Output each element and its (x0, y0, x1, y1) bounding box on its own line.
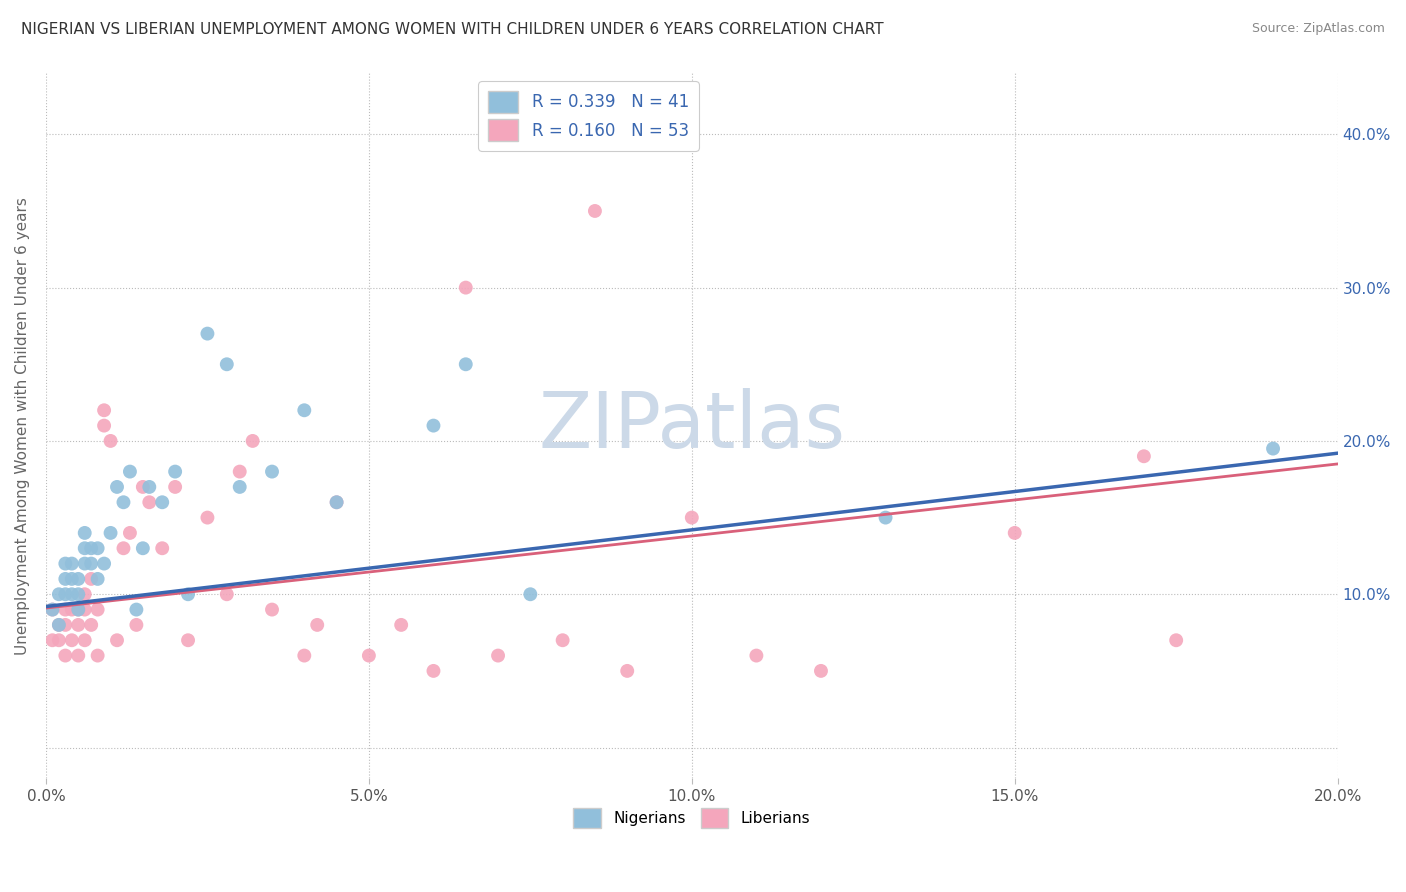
Point (48, 633, 70, 648)
Point (112, 541, 135, 556)
Point (875, 510, 897, 524)
Point (292, 403, 315, 417)
Point (73, 557, 96, 571)
Point (486, 648, 509, 663)
Point (228, 465, 250, 479)
Point (41, 633, 63, 648)
Point (48, 587, 70, 601)
Point (389, 618, 412, 632)
Point (260, 465, 283, 479)
Point (67, 572, 90, 586)
Point (357, 648, 380, 663)
Point (325, 495, 347, 509)
Point (93, 403, 115, 417)
Point (67, 602, 90, 616)
Point (165, 480, 187, 494)
Point (177, 633, 200, 648)
Point (53, 618, 76, 632)
Text: ZIPatlas: ZIPatlas (538, 388, 845, 464)
Point (1261, 442, 1284, 456)
Point (228, 480, 250, 494)
Point (118, 465, 141, 479)
Point (73, 633, 96, 648)
Point (53, 602, 76, 616)
Y-axis label: Unemployment Among Women with Children Under 6 years: Unemployment Among Women with Children U… (15, 196, 30, 655)
Point (53, 572, 76, 586)
Point (86, 648, 108, 663)
Point (41, 602, 63, 616)
Point (215, 587, 238, 601)
Point (138, 480, 160, 494)
Point (86, 572, 108, 586)
Point (67, 648, 90, 663)
Point (307, 618, 329, 632)
Point (73, 602, 96, 616)
Legend: Nigerians, Liberians: Nigerians, Liberians (567, 802, 817, 834)
Point (260, 602, 283, 616)
Point (48, 618, 70, 632)
Point (1004, 525, 1026, 540)
Point (53, 587, 76, 601)
Point (138, 495, 160, 509)
Point (125, 618, 148, 632)
Point (150, 541, 173, 556)
Point (125, 602, 148, 616)
Point (67, 602, 90, 616)
Point (73, 541, 96, 556)
Point (73, 587, 96, 601)
Point (60, 557, 83, 571)
Point (105, 633, 128, 648)
Point (215, 357, 238, 371)
Point (325, 495, 347, 509)
Point (67, 618, 90, 632)
Point (1133, 450, 1156, 464)
Point (73, 525, 96, 540)
Point (519, 587, 541, 601)
Point (551, 633, 574, 648)
Point (583, 204, 606, 219)
Point (80, 572, 103, 586)
Point (80, 557, 103, 571)
Point (86, 602, 108, 616)
Text: Source: ZipAtlas.com: Source: ZipAtlas.com (1251, 22, 1385, 36)
Point (197, 326, 219, 341)
Point (454, 357, 477, 371)
Point (60, 633, 83, 648)
Point (616, 664, 638, 678)
Point (48, 618, 70, 632)
Point (80, 618, 103, 632)
Point (100, 434, 122, 448)
Point (93, 557, 115, 571)
Point (41, 602, 63, 616)
Point (454, 280, 477, 294)
Point (292, 648, 315, 663)
Point (132, 480, 155, 494)
Point (53, 648, 76, 663)
Point (80, 541, 103, 556)
Text: NIGERIAN VS LIBERIAN UNEMPLOYMENT AMONG WOMEN WITH CHILDREN UNDER 6 YEARS CORREL: NIGERIAN VS LIBERIAN UNEMPLOYMENT AMONG … (21, 22, 884, 37)
Point (422, 418, 444, 433)
Point (112, 495, 135, 509)
Point (67, 587, 90, 601)
Point (422, 664, 444, 678)
Point (745, 648, 768, 663)
Point (100, 525, 122, 540)
Point (177, 587, 200, 601)
Point (681, 510, 703, 524)
Point (1166, 633, 1188, 648)
Point (150, 495, 173, 509)
Point (165, 465, 187, 479)
Point (86, 541, 108, 556)
Point (60, 572, 83, 586)
Point (810, 664, 832, 678)
Point (118, 525, 141, 540)
Point (132, 541, 155, 556)
Point (105, 480, 128, 494)
Point (242, 434, 264, 448)
Point (93, 418, 115, 433)
Point (60, 587, 83, 601)
Point (197, 510, 219, 524)
Point (53, 557, 76, 571)
Point (60, 602, 83, 616)
